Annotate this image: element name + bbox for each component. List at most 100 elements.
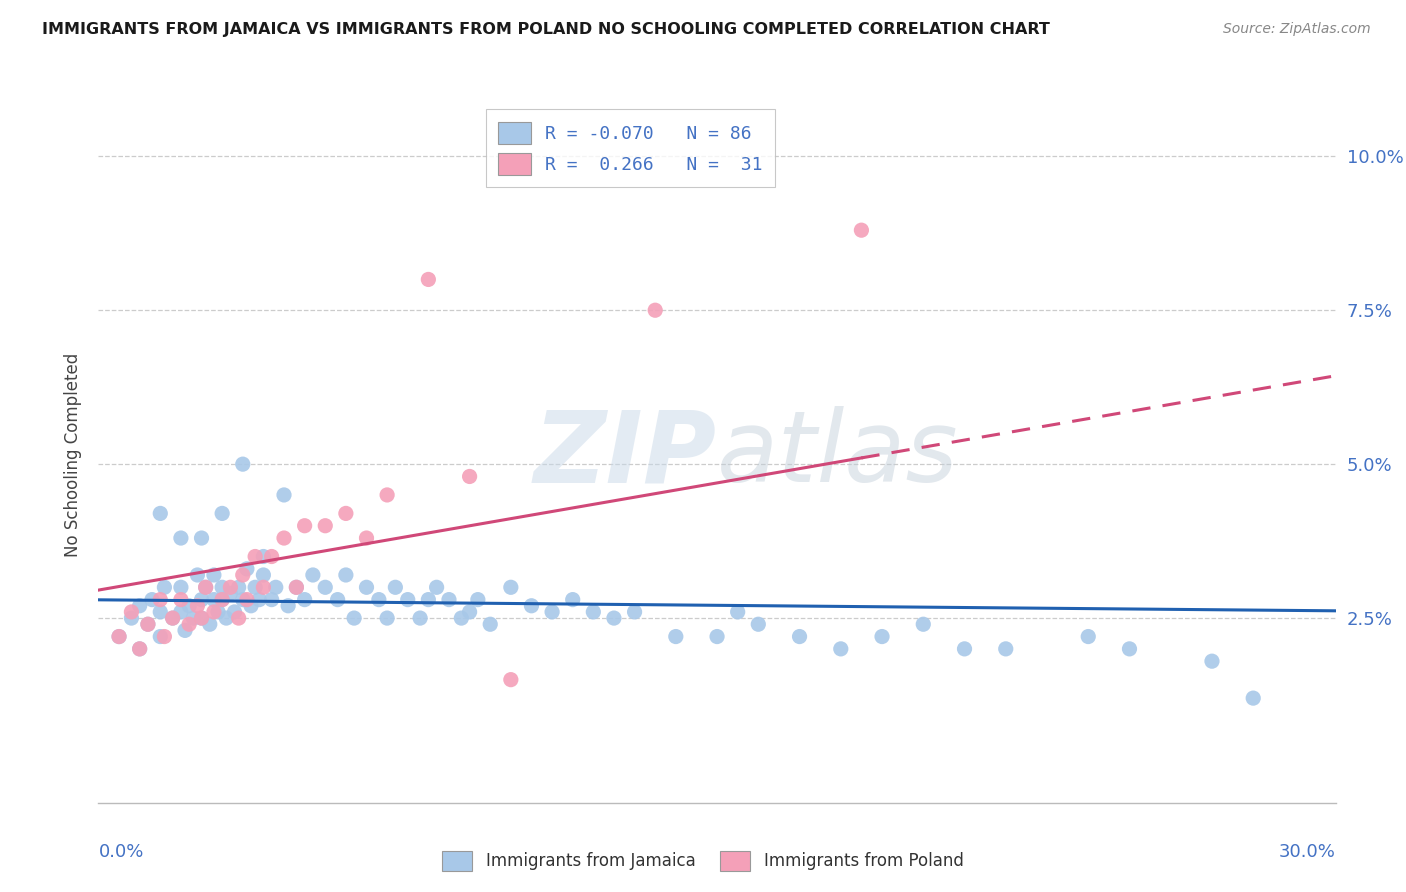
Point [294,592,316,607]
Point [314,518,336,533]
Point [128,599,150,613]
Point [1241,691,1264,706]
Point [194,580,217,594]
Point [356,531,378,545]
Point [219,580,242,594]
Point [243,580,266,594]
Point [153,580,176,594]
Point [186,599,208,613]
Point [603,611,626,625]
Point [1201,654,1223,668]
Point [367,592,389,607]
Point [190,531,212,545]
Point [108,630,131,644]
Point [215,611,238,625]
Point [153,630,176,644]
Text: 0.0%: 0.0% [98,843,143,861]
Point [179,617,201,632]
Point [582,605,605,619]
Point [219,586,242,600]
Point [228,611,250,625]
Point [162,611,184,625]
Point [285,580,308,594]
Point [186,568,208,582]
Point [294,518,316,533]
Point [747,617,769,632]
Point [211,592,233,607]
Point [499,580,522,594]
Point [314,580,336,594]
Point [499,673,522,687]
Point [479,617,502,632]
Point [211,507,233,521]
Point [953,641,976,656]
Point [994,641,1017,656]
Point [236,592,259,607]
Point [170,592,193,607]
Point [240,599,263,613]
Point [149,507,172,521]
Legend: Immigrants from Jamaica, Immigrants from Poland: Immigrants from Jamaica, Immigrants from… [434,842,972,880]
Point [458,605,481,619]
Point [623,605,645,619]
Point [260,592,283,607]
Point [181,611,204,625]
Point [426,580,449,594]
Point [136,617,159,632]
Point [375,611,398,625]
Point [128,641,150,656]
Point [198,617,221,632]
Point [870,630,893,644]
Point [252,568,274,582]
Point [912,617,935,632]
Point [273,488,295,502]
Point [1077,630,1099,644]
Legend: R = -0.070   N = 86, R =  0.266   N =  31: R = -0.070 N = 86, R = 0.266 N = 31 [485,109,775,187]
Point [260,549,283,564]
Point [149,592,172,607]
Point [335,507,357,521]
Point [437,592,460,607]
Point [202,592,225,607]
Point [384,580,406,594]
Point [136,617,159,632]
Point [174,624,197,638]
Point [190,611,212,625]
Text: Source: ZipAtlas.com: Source: ZipAtlas.com [1223,22,1371,37]
Point [665,630,688,644]
Point [228,580,250,594]
Point [190,592,212,607]
Point [343,611,366,625]
Text: IMMIGRANTS FROM JAMAICA VS IMMIGRANTS FROM POLAND NO SCHOOLING COMPLETED CORRELA: IMMIGRANTS FROM JAMAICA VS IMMIGRANTS FR… [42,22,1050,37]
Point [541,605,564,619]
Point [211,580,233,594]
Point [830,641,852,656]
Point [252,549,274,564]
Point [179,599,201,613]
Point [243,549,266,564]
Point [285,580,308,594]
Point [202,568,225,582]
Point [418,592,440,607]
Text: ZIP: ZIP [534,407,717,503]
Point [561,592,583,607]
Point [232,592,254,607]
Point [789,630,811,644]
Point [851,223,873,237]
Point [190,611,212,625]
Point [128,641,150,656]
Point [418,272,440,286]
Point [396,592,419,607]
Point [356,580,378,594]
Point [706,630,728,644]
Point [458,469,481,483]
Point [170,580,193,594]
Point [375,488,398,502]
Point [141,592,163,607]
Point [232,457,254,471]
Point [273,531,295,545]
Point [252,580,274,594]
Point [335,568,357,582]
Y-axis label: No Schooling Completed: No Schooling Completed [65,353,83,557]
Point [149,605,172,619]
